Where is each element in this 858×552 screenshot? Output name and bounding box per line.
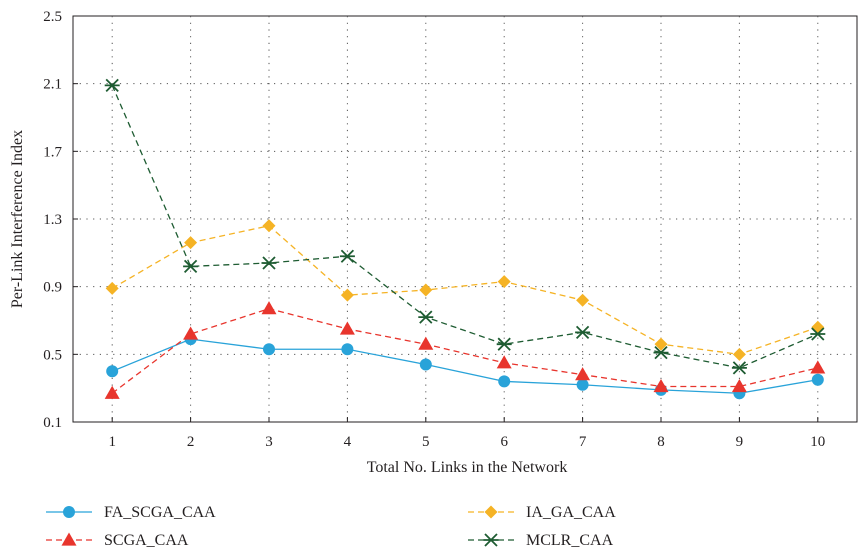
data-point (576, 293, 590, 307)
plot-area (72, 15, 858, 423)
y-tick-label: 2.1 (43, 77, 62, 93)
x-tick-label: 5 (422, 434, 430, 450)
x-tick-label: 10 (810, 434, 825, 450)
data-point (483, 533, 499, 547)
data-point (418, 336, 434, 350)
data-point (262, 219, 276, 233)
data-point (576, 378, 589, 391)
data-point (341, 343, 354, 356)
data-point (418, 310, 434, 324)
y-tick-label: 0.9 (43, 280, 62, 296)
data-point (339, 249, 355, 263)
data-point (731, 378, 747, 393)
y-tick-label: 1.7 (43, 144, 62, 160)
series-group (104, 78, 826, 400)
data-point (575, 325, 591, 339)
data-point (61, 532, 77, 546)
grid (73, 16, 857, 422)
series-line (111, 225, 819, 355)
data-point (104, 78, 120, 92)
legend-label: IA_GA_CAA (526, 504, 616, 521)
legend-label: FA_SCGA_CAA (104, 504, 216, 521)
y-tick-label: 0.1 (43, 415, 62, 431)
legend-label: MCLR_CAA (526, 532, 614, 549)
data-point (261, 301, 277, 315)
data-point (184, 236, 198, 250)
x-tick-label: 6 (500, 434, 508, 450)
x-axis-title: Total No. Links in the Network (367, 459, 568, 476)
data-point (263, 343, 275, 356)
x-tick-label: 2 (187, 434, 195, 450)
data-point (810, 327, 826, 341)
x-axis-ticks: 1 2 3 4 5 6 7 8 9 10 (108, 417, 825, 450)
data-point (105, 281, 119, 295)
series-mclr-caa (104, 78, 826, 375)
data-point (261, 256, 277, 270)
series-line (111, 307, 818, 394)
data-point (183, 259, 199, 274)
x-tick-label: 1 (108, 434, 116, 450)
series-scga-caa (104, 301, 826, 399)
data-point (484, 505, 498, 519)
data-point (63, 506, 75, 518)
series-line (111, 85, 819, 369)
data-point (653, 346, 669, 360)
series-line (111, 338, 818, 394)
data-point (106, 365, 119, 378)
data-point (654, 337, 668, 351)
legend-item: SCGA_CAA (46, 532, 189, 549)
data-point (419, 283, 433, 297)
data-point (340, 288, 354, 302)
data-point (104, 385, 120, 399)
data-point (339, 321, 355, 335)
legend: FA_SCGA_CAA SCGA_CAA IA_GA_CAA MCLR_CAA (46, 504, 616, 549)
legend-item: FA_SCGA_CAA (46, 504, 216, 521)
data-point (419, 358, 432, 371)
data-point (498, 375, 511, 388)
data-point (497, 275, 511, 289)
legend-item: IA_GA_CAA (468, 504, 616, 521)
x-tick-label: 9 (736, 434, 744, 450)
legend-item: MCLR_CAA (468, 532, 614, 549)
data-point (653, 378, 669, 393)
data-point (810, 360, 826, 374)
y-tick-label: 0.5 (43, 347, 62, 363)
series-ia-ga-caa (105, 219, 825, 361)
data-point (731, 361, 747, 375)
x-tick-label: 8 (657, 434, 665, 450)
data-point (496, 355, 512, 369)
data-point (575, 367, 591, 381)
x-tick-label: 4 (344, 434, 352, 450)
data-point (811, 373, 824, 386)
data-point (183, 326, 199, 340)
y-tick-label: 2.5 (43, 9, 62, 25)
x-tick-label: 7 (579, 434, 587, 450)
y-tick-label: 1.3 (43, 212, 62, 228)
data-point (732, 347, 746, 361)
y-axis-ticks: 0.1 0.5 0.9 1.3 1.7 2.1 2.5 (43, 9, 78, 431)
y-axis-title: Per-Link Interference Index (9, 130, 26, 308)
legend-label: SCGA_CAA (104, 532, 189, 549)
data-point (496, 337, 512, 351)
x-tick-label: 3 (265, 434, 273, 450)
